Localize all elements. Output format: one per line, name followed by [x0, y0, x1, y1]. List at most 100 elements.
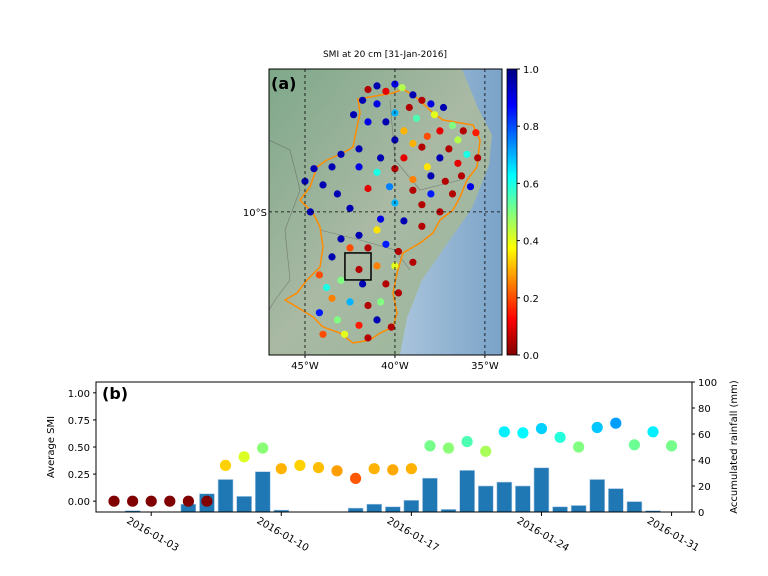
lon-tick-label: 35°W	[471, 361, 499, 372]
station-point	[328, 253, 336, 261]
colorbar-tick-label: 0.8	[523, 122, 539, 133]
rainfall-bar	[626, 501, 643, 513]
timeseries-panel: (b) 0.00 0.25 0.50 0.75 1.00 0 20 40 60 80 100 2016…	[46, 378, 740, 554]
station-point	[391, 136, 399, 144]
station-point	[301, 177, 309, 185]
station-point	[355, 265, 363, 274]
y-tick-label: 1.00	[68, 389, 90, 400]
station-point	[427, 100, 435, 108]
station-point	[382, 118, 390, 126]
map-ticks: 45°W 40°W 35°W 10°S	[243, 208, 499, 372]
station-point	[373, 82, 381, 90]
rainfall-bar	[496, 481, 513, 513]
station-point	[333, 190, 341, 198]
station-point	[341, 330, 349, 338]
state-border	[389, 99, 461, 191]
y-tick-label: 0.25	[68, 470, 90, 481]
station-point	[448, 121, 457, 130]
station-point	[385, 183, 394, 191]
y-right-tick-label: 0	[698, 508, 704, 519]
station-point	[441, 177, 449, 185]
station-point	[373, 226, 381, 234]
smi-point	[573, 441, 585, 453]
map-gridlines	[269, 69, 502, 355]
station-point	[409, 186, 417, 194]
station-point	[436, 154, 444, 162]
station-point	[409, 139, 417, 148]
station-point	[377, 298, 385, 306]
smi-point	[405, 463, 417, 475]
station-point	[346, 204, 354, 212]
smi-point	[108, 495, 120, 507]
station-point	[412, 114, 421, 122]
smi-points	[108, 417, 678, 507]
station-point	[377, 154, 385, 162]
smi-point	[275, 463, 287, 475]
y-right-tick-label: 100	[698, 378, 717, 389]
state-border	[319, 229, 411, 271]
station-point	[418, 201, 426, 209]
station-point	[364, 118, 372, 126]
station-point	[459, 127, 467, 135]
rainfall-bar	[403, 499, 420, 513]
station-point	[355, 145, 363, 153]
rainfall-bar	[385, 506, 401, 513]
y-tick-label: 0.00	[68, 497, 90, 508]
smi-point	[164, 495, 176, 507]
station-point	[430, 111, 439, 119]
map-frame	[268, 68, 503, 356]
stations	[301, 80, 482, 342]
station-point	[364, 334, 372, 342]
map-panel-label: (a)	[271, 74, 296, 93]
station-point	[445, 145, 453, 153]
smi-point	[368, 463, 380, 475]
rainfall-bar	[366, 503, 382, 513]
smi-point	[591, 421, 603, 434]
station-point	[466, 183, 475, 191]
station-point	[463, 150, 471, 158]
station-point	[457, 172, 466, 180]
rainfall-bar	[217, 479, 234, 513]
station-point	[474, 154, 482, 162]
smi-point	[610, 417, 622, 429]
station-point	[337, 235, 345, 243]
station-point	[377, 215, 385, 223]
colorbar-tick-label: 1.0	[523, 65, 539, 76]
station-point	[337, 150, 345, 158]
smi-point	[628, 439, 641, 451]
station-point	[448, 190, 457, 198]
station-point	[427, 172, 435, 180]
smi-point	[666, 440, 678, 452]
station-point	[306, 208, 314, 216]
smi-point	[461, 436, 473, 448]
station-point	[391, 80, 399, 88]
lon-tick-label: 45°W	[291, 361, 319, 372]
station-point	[373, 168, 381, 176]
rainfall-bar	[570, 505, 587, 513]
station-point	[382, 87, 390, 95]
smi-point	[535, 423, 548, 435]
y-tick-label: 0.50	[68, 443, 90, 454]
station-point	[409, 175, 417, 184]
rainfall-bars	[124, 467, 661, 513]
map-panel	[269, 69, 502, 355]
station-point	[400, 217, 408, 225]
y-right-tick-label: 40	[698, 456, 711, 467]
station-point	[350, 111, 358, 119]
state-border	[269, 139, 301, 311]
y-right-tick-label: 20	[698, 482, 711, 493]
station-point	[355, 321, 363, 329]
smi-point	[312, 462, 325, 474]
station-point	[373, 316, 381, 324]
station-point	[315, 271, 323, 279]
rainfall-bar	[236, 496, 252, 513]
station-point	[409, 258, 417, 266]
smi-point	[127, 495, 139, 507]
y-axis-label: Average SMI	[46, 416, 57, 478]
station-point	[328, 294, 336, 302]
timeseries-panel-label: (b)	[102, 384, 128, 403]
colorbar-tick-label: 0.0	[523, 351, 539, 362]
station-point	[418, 143, 426, 151]
station-point	[364, 301, 372, 310]
